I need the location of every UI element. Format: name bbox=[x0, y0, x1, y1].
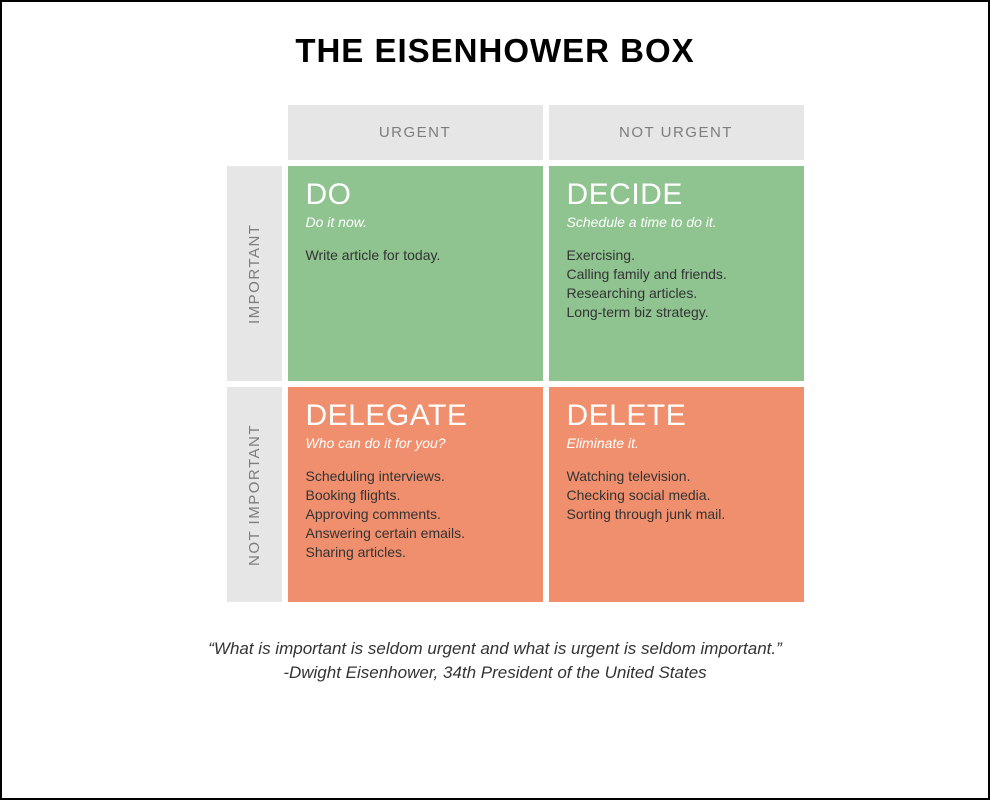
row-header-important: IMPORTANT bbox=[227, 166, 282, 381]
corner-spacer bbox=[227, 105, 282, 160]
quadrant-decide: DECIDE Schedule a time to do it. Exercis… bbox=[549, 166, 804, 381]
col-header-not-urgent: NOT URGENT bbox=[549, 105, 804, 160]
eisenhower-matrix: URGENT NOT URGENT IMPORTANT DO Do it now… bbox=[227, 105, 804, 602]
quadrant-decide-subtitle: Schedule a time to do it. bbox=[567, 214, 786, 230]
main-title: THE EISENHOWER BOX bbox=[295, 32, 694, 70]
quote-block: “What is important is seldom urgent and … bbox=[208, 637, 782, 685]
row-header-not-important: NOT IMPORTANT bbox=[227, 387, 282, 602]
quadrant-decide-examples: Exercising.Calling family and friends.Re… bbox=[567, 246, 786, 322]
quadrant-do: DO Do it now. Write article for today. bbox=[288, 166, 543, 381]
quadrant-delegate: DELEGATE Who can do it for you? Scheduli… bbox=[288, 387, 543, 602]
quadrant-delegate-examples: Scheduling interviews.Booking flights.Ap… bbox=[306, 467, 525, 561]
quadrant-delete: DELETE Eliminate it. Watching television… bbox=[549, 387, 804, 602]
quadrant-delete-title: DELETE bbox=[567, 401, 786, 431]
infographic-frame: THE EISENHOWER BOX URGENT NOT URGENT IMP… bbox=[0, 0, 990, 800]
quote-text: “What is important is seldom urgent and … bbox=[208, 637, 782, 661]
quadrant-do-title: DO bbox=[306, 180, 525, 210]
quadrant-delegate-subtitle: Who can do it for you? bbox=[306, 435, 525, 451]
quadrant-decide-title: DECIDE bbox=[567, 180, 786, 210]
quadrant-delegate-title: DELEGATE bbox=[306, 401, 525, 431]
col-header-urgent: URGENT bbox=[288, 105, 543, 160]
quadrant-do-examples: Write article for today. bbox=[306, 246, 525, 265]
quadrant-delete-subtitle: Eliminate it. bbox=[567, 435, 786, 451]
quadrant-do-subtitle: Do it now. bbox=[306, 214, 525, 230]
quote-attribution: -Dwight Eisenhower, 34th President of th… bbox=[208, 661, 782, 685]
quadrant-delete-examples: Watching television.Checking social medi… bbox=[567, 467, 786, 524]
